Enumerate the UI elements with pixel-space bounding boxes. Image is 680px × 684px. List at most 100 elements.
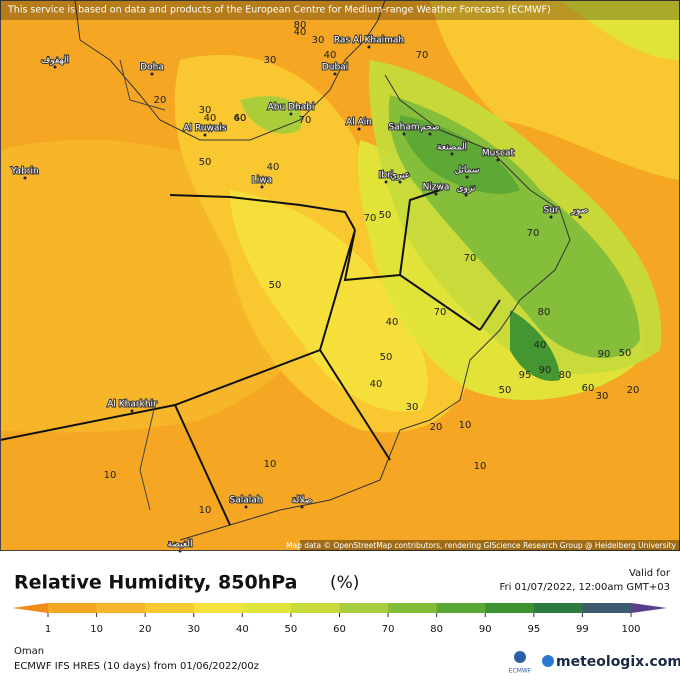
place-label: صور <box>571 206 589 216</box>
contour-label: 30 <box>406 402 419 413</box>
place-dot <box>333 72 337 76</box>
place-dot <box>465 175 469 179</box>
contour-label: 30 <box>264 55 277 66</box>
place-dot <box>244 505 248 509</box>
contour-label: 70 <box>527 228 540 239</box>
place-label: سمائل <box>455 166 480 176</box>
colorbar-segment <box>290 603 340 613</box>
contour-label: 20 <box>154 95 167 106</box>
region: Oman <box>14 646 44 657</box>
colorbar: 1 10 20 30 40 50 60 70 80 90 95 99 100 <box>12 603 667 635</box>
colorbar-arrow <box>631 603 667 613</box>
model-run: ECMWF IFS HRES (10 days) from 01/06/2022… <box>14 661 259 672</box>
humidity-area <box>510 310 560 381</box>
colorbar-segment <box>388 603 438 613</box>
place-label: Salalah <box>230 496 263 506</box>
place-label: Nizwa <box>423 183 450 193</box>
brand: meteologix.com <box>556 654 680 670</box>
contour-label: 70 <box>464 253 477 264</box>
contour-label: 60 <box>234 113 247 124</box>
colorbar-segment <box>242 603 292 613</box>
place-dot <box>578 215 582 219</box>
ecmwf-logo: ECMWF <box>509 668 532 675</box>
place-dot <box>398 180 402 184</box>
colorbar-tick-label: 60 <box>333 624 346 635</box>
place-dot <box>402 132 406 136</box>
contour-label: 30 <box>596 391 609 402</box>
place-dot <box>53 65 57 69</box>
place-label: Muscat <box>482 149 515 159</box>
colorbar-segment <box>48 603 98 613</box>
place-dot <box>260 185 264 189</box>
ecmwf-logo-icon <box>514 651 526 663</box>
place-label: Al Kharkhir <box>107 400 157 410</box>
place-label: Doha <box>140 63 164 73</box>
humidity-area <box>240 96 302 134</box>
colorbar-segment <box>533 603 583 613</box>
place-label: المصنعة <box>437 143 467 153</box>
contour-label: 50 <box>380 352 393 363</box>
contour-label: 40 <box>370 379 383 390</box>
colorbar-tick-label: 20 <box>139 624 152 635</box>
place-dot <box>300 505 304 509</box>
contour-label: 10 <box>474 461 487 472</box>
legend-title: Relative Humidity, 850hPa <box>14 572 297 594</box>
place-dot <box>23 176 27 180</box>
colorbar-arrow <box>12 603 48 613</box>
colorbar-tick-label: 80 <box>430 624 443 635</box>
contour-label: 20 <box>430 422 443 433</box>
place-label: Liwa <box>252 176 272 186</box>
legend-unit: (%) <box>330 573 359 593</box>
contour-label: 50 <box>499 385 512 396</box>
place-dot <box>130 409 134 413</box>
map: الهفوف Doha Abu Dhabi Dubai Ras Al Khaimah Al… <box>0 0 680 553</box>
contour-label: 70 <box>364 213 377 224</box>
coastline <box>74 0 571 541</box>
contour-label: 50 <box>619 348 632 359</box>
contour-label: 80 <box>559 370 572 381</box>
contour-label: 70 <box>299 115 312 126</box>
contour-label: 10 <box>104 470 117 481</box>
colorbar-tick-label: 50 <box>285 624 298 635</box>
contour-label: 30 <box>312 35 325 46</box>
contour-label: 10 <box>199 505 212 516</box>
place-label: Abu Dhabi <box>268 103 315 113</box>
place-dot <box>203 133 207 137</box>
contour-label: 50 <box>269 280 282 291</box>
contour-label: 20 <box>627 385 640 396</box>
contour-label: 80 <box>538 307 551 318</box>
place-label: الهفوف <box>41 56 69 66</box>
humidity-area <box>230 190 428 412</box>
place-label: نزوى <box>457 184 476 194</box>
attribution-bar <box>300 540 680 551</box>
contour-label: 95 <box>519 370 532 381</box>
colorbar-tick-label: 70 <box>382 624 395 635</box>
colorbar-tick-label: 95 <box>527 624 540 635</box>
valid-time: Fri 01/07/2022, 12:00am GMT+03 <box>499 582 670 593</box>
colorbar-tick-label: 30 <box>187 624 200 635</box>
colorbar-segment <box>96 603 146 613</box>
place-label: Ras Al Khaimah <box>334 36 404 46</box>
place-dot <box>464 193 468 197</box>
contour-label: 40 <box>234 113 247 124</box>
place-label: Al Ruwais <box>183 124 226 134</box>
place-label: Al Ain <box>346 118 372 128</box>
colorbar-tick-label: 100 <box>621 624 640 635</box>
place-label: Sur <box>543 206 558 216</box>
colorbar-segment <box>193 603 243 613</box>
contour-label: 40 <box>534 340 547 351</box>
place-label: صحم <box>420 123 439 133</box>
place-dot <box>434 192 438 196</box>
contour-label: 50 <box>379 210 392 221</box>
place-label: Ibri <box>379 171 394 181</box>
contour-label: 40 <box>294 27 307 38</box>
place-dot <box>384 180 388 184</box>
place-label: Saham <box>388 123 419 133</box>
place-dot <box>549 215 553 219</box>
contour-label: 40 <box>204 113 217 124</box>
humidity-area <box>430 0 680 180</box>
contour-label: 10 <box>459 420 472 431</box>
colorbar-segment <box>436 603 486 613</box>
place-dot <box>496 158 500 162</box>
place-dot <box>367 45 371 49</box>
